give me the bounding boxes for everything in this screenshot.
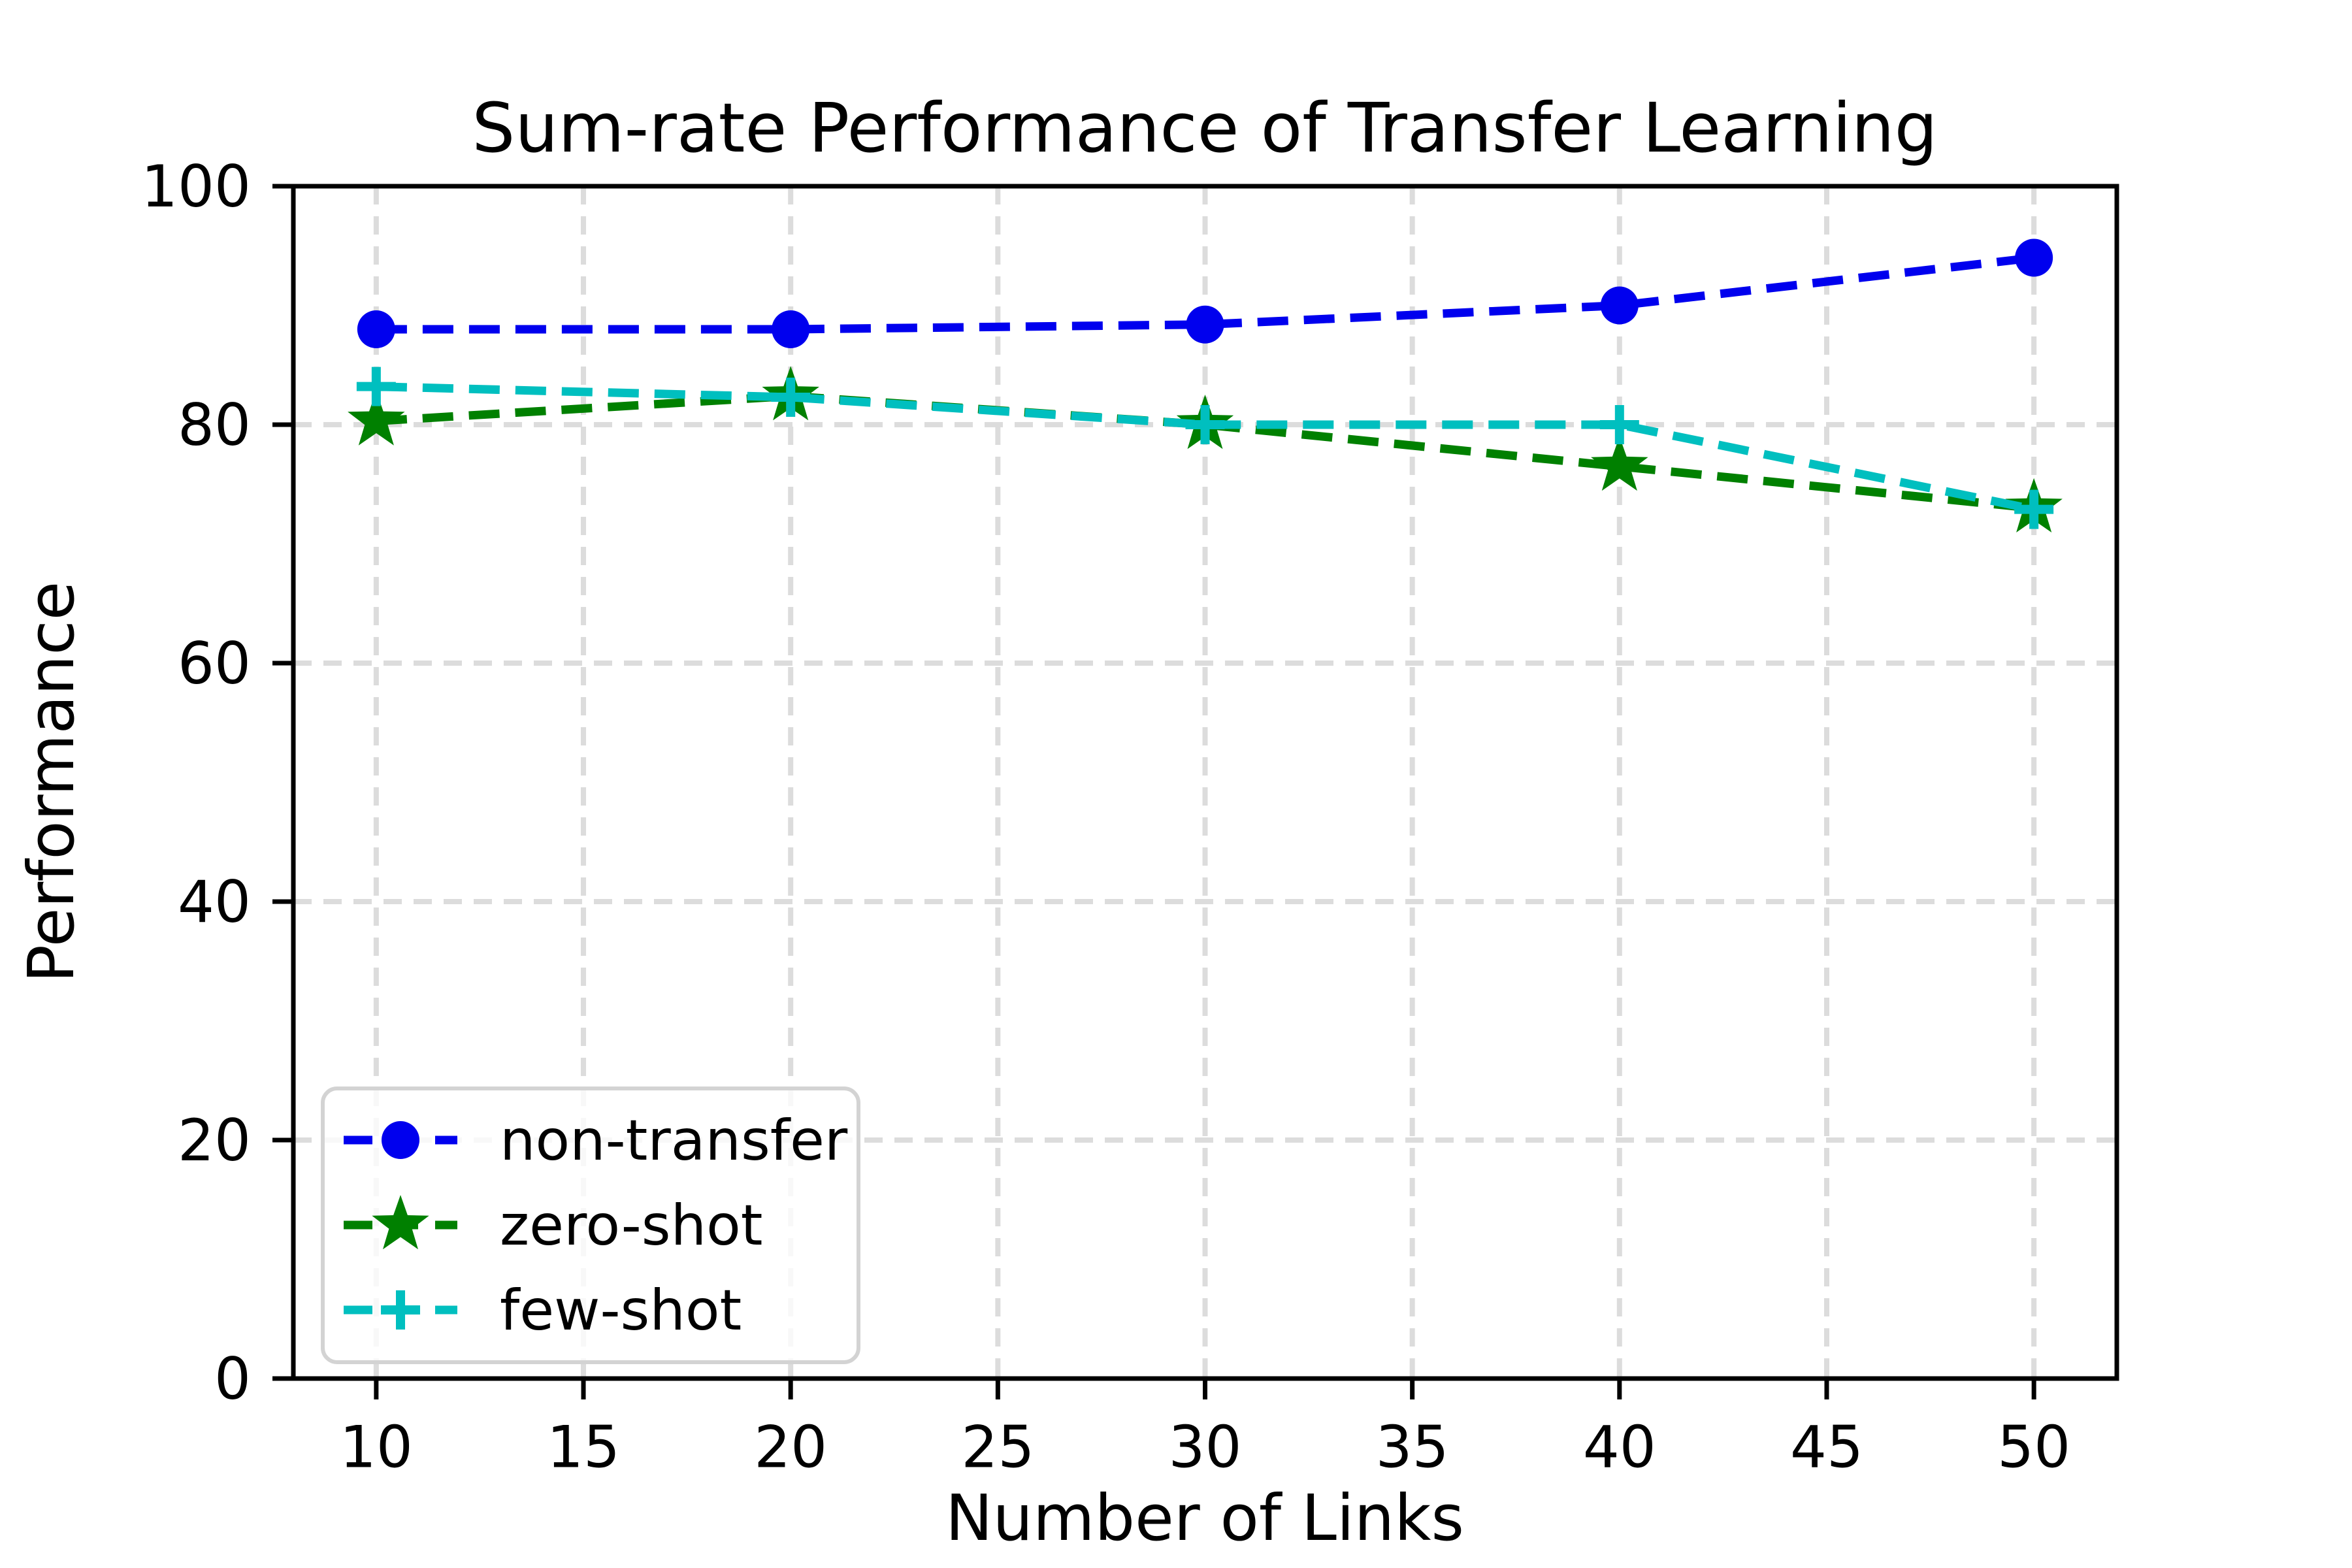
y-tick-label-40: 40 xyxy=(178,868,251,936)
series-marker-few-shot-x20 xyxy=(771,378,811,417)
series-marker-non-transfer-x40 xyxy=(1600,286,1639,325)
y-tick-label-20: 20 xyxy=(178,1107,251,1174)
legend-item-few-shot: few-shot xyxy=(344,1278,742,1343)
series-marker-few-shot-x10 xyxy=(356,367,396,406)
x-tick-label-10: 10 xyxy=(340,1414,413,1481)
series-marker-few-shot-x50 xyxy=(2014,489,2054,529)
legend-box: non-transfer zero-shot few-shot xyxy=(321,1086,860,1364)
y-tick-label-80: 80 xyxy=(178,391,251,459)
x-tick-label-15: 15 xyxy=(547,1414,620,1481)
chart-title: Sum-rate Performance of Transfer Learnin… xyxy=(472,88,1937,168)
series-marker-few-shot-x40 xyxy=(1599,405,1639,444)
x-tick-label-40: 40 xyxy=(1583,1414,1656,1481)
series-marker-non-transfer-x50 xyxy=(2015,238,2053,277)
y-tick-label-60: 60 xyxy=(178,630,251,697)
legend-marker-zero-shot xyxy=(372,1195,429,1250)
y-tick-label-100: 100 xyxy=(141,153,251,220)
y-tick-label-0: 0 xyxy=(214,1345,251,1413)
legend-item-zero-shot: zero-shot xyxy=(344,1193,762,1258)
series-layer xyxy=(348,238,2063,532)
axes-layer: 10 15 20 25 30 35 40 45 50 0 20 40 60 80 100 xyxy=(141,153,2119,1481)
series-marker-zero-shot-x10 xyxy=(348,391,405,446)
legend-marker-few-shot xyxy=(381,1290,420,1330)
x-tick-label-30: 30 xyxy=(1169,1414,1242,1481)
legend-label-zero-shot: zero-shot xyxy=(500,1193,762,1258)
x-tick-label-50: 50 xyxy=(1997,1414,2070,1481)
legend-label-non-transfer: non-transfer xyxy=(500,1108,848,1173)
x-axis-label: Number of Links xyxy=(945,1481,1464,1555)
legend-marker-non-transfer xyxy=(382,1121,419,1159)
x-tick-label-45: 45 xyxy=(1790,1414,1863,1481)
series-marker-zero-shot-x40 xyxy=(1591,436,1648,491)
series-marker-non-transfer-x30 xyxy=(1186,305,1224,344)
series-marker-non-transfer-x10 xyxy=(357,310,395,348)
legend-frame xyxy=(321,1086,860,1364)
x-tick-label-20: 20 xyxy=(754,1414,827,1481)
series-marker-non-transfer-x20 xyxy=(772,310,810,348)
x-tick-label-35: 35 xyxy=(1376,1414,1449,1481)
y-axis-label: Performance xyxy=(14,581,88,983)
series-marker-few-shot-x30 xyxy=(1185,405,1225,444)
x-tick-label-25: 25 xyxy=(961,1414,1034,1481)
legend-label-few-shot: few-shot xyxy=(500,1278,742,1343)
legend-item-non-transfer: non-transfer xyxy=(344,1108,848,1173)
